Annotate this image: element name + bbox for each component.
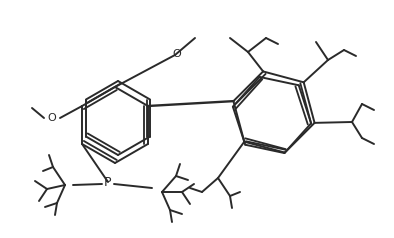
Text: P: P [104, 175, 112, 188]
Text: O: O [48, 113, 56, 123]
Text: O: O [173, 49, 181, 59]
